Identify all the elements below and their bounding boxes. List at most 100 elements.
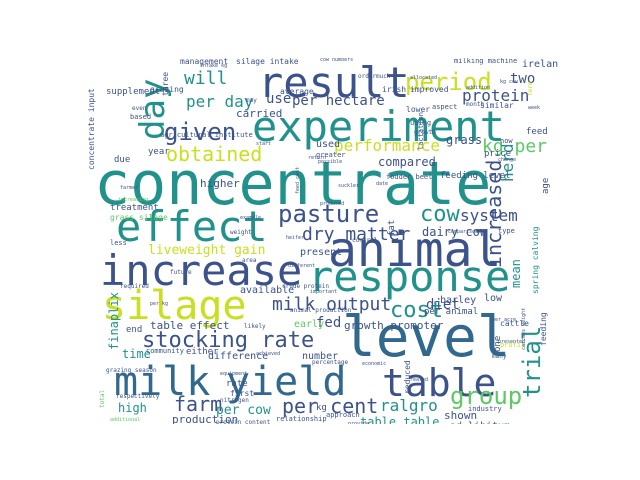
word-milking-machine: milking machine xyxy=(454,58,518,65)
word-management: management xyxy=(180,58,229,66)
word-area: area xyxy=(242,257,257,264)
word-animal: animal xyxy=(328,222,502,278)
word-stocking-rate: stocking rate xyxy=(142,328,315,353)
word-effect: effect xyxy=(116,202,268,251)
word-treatment: treatment xyxy=(110,203,159,213)
word-feed: feed xyxy=(526,127,548,137)
word-level: level xyxy=(342,305,511,370)
word-ireland: ireland xyxy=(522,59,558,70)
word-liveweight-gain: liveweight gain xyxy=(148,243,266,258)
word-industry: industry xyxy=(468,405,502,413)
word-nitrogen: nitrogen xyxy=(220,397,249,404)
word-first: first xyxy=(230,389,255,398)
word-concentrate: concentrate xyxy=(94,149,492,219)
word-ad-libitum: ad libitum xyxy=(450,422,510,425)
word-cattle: cattle xyxy=(500,319,529,328)
word-allocated: allocated xyxy=(410,75,438,81)
word-period: period xyxy=(405,68,492,96)
word-grass: grass xyxy=(446,133,483,147)
word-end: end xyxy=(126,325,143,335)
word-difference: difference xyxy=(208,351,269,362)
word-compared: compared xyxy=(378,155,436,169)
word-achieved: achieved xyxy=(256,351,281,357)
word-group: group xyxy=(450,382,523,410)
word-result: result xyxy=(258,58,410,107)
word-will: will xyxy=(184,68,228,89)
word-concentrate-input: concentrate input xyxy=(87,88,96,170)
word-fodder-beet: fodder beet xyxy=(386,173,433,181)
word-start: start xyxy=(256,141,272,147)
word-obtained: obtained xyxy=(166,142,263,166)
word-suckler: suckler xyxy=(338,183,360,189)
word-return: return xyxy=(308,155,327,161)
word-per-animal: per animal xyxy=(424,307,479,317)
word-protein-content: protein content xyxy=(216,419,271,425)
word-yield: yield xyxy=(226,359,347,405)
word-respectively: respectively xyxy=(116,393,160,400)
word-year: year xyxy=(148,147,170,157)
word-using: using xyxy=(410,119,432,127)
word-future: future xyxy=(170,269,192,276)
word-irish: irish xyxy=(382,85,407,94)
word-much: much xyxy=(376,73,391,80)
word-finaplix: finaplix xyxy=(107,292,121,350)
word-grazing-season: grazing season xyxy=(106,367,157,374)
word-protein: protein xyxy=(462,86,530,105)
word-cost: cost xyxy=(390,298,443,323)
word-number: number xyxy=(302,351,339,362)
word-community: community xyxy=(146,347,184,355)
word-term: term xyxy=(527,81,534,96)
word-important: important xyxy=(310,289,338,295)
word-intake-kg: intake kg xyxy=(200,63,228,69)
word-kg-per: kg per xyxy=(482,136,548,157)
word-carried: carried xyxy=(236,107,283,120)
word-supplement: supplement xyxy=(106,87,161,97)
word-example: example xyxy=(240,215,262,221)
word-rate: rate xyxy=(226,379,248,389)
word-lower: lower xyxy=(406,105,431,114)
word-may: may xyxy=(246,97,257,104)
word-average: average xyxy=(280,87,314,96)
word-silage: silage xyxy=(102,283,247,329)
word-total: total xyxy=(99,389,106,408)
word-addition: addition xyxy=(466,85,491,91)
word-additional: additional xyxy=(110,417,141,423)
word-presented: presented xyxy=(498,339,526,345)
word-feed-cost: feed cost xyxy=(295,166,301,194)
word-grass-silage: grass silage xyxy=(110,213,168,222)
word-similar: similar xyxy=(480,101,514,110)
word-based: based xyxy=(130,113,152,121)
word-growth-promoter: growth promoter xyxy=(344,319,444,332)
word-farm: farm xyxy=(174,392,223,416)
word-silage-intake: silage intake xyxy=(236,58,299,66)
word-feeding-level: feeding level xyxy=(440,171,511,181)
word-cloud: concentrate experiment result animal lev… xyxy=(80,58,558,424)
word-less: less xyxy=(110,239,127,247)
word-fed: fed xyxy=(316,315,342,331)
word-performance: performance xyxy=(334,136,440,155)
word-kg: kg xyxy=(316,403,327,413)
word-month: month xyxy=(466,101,485,108)
word-three: three xyxy=(161,71,170,96)
word-price: price xyxy=(484,149,512,159)
word-profit: profit xyxy=(500,341,526,349)
word-required: required xyxy=(120,283,149,290)
word-two: two xyxy=(510,71,536,87)
word-per-kg: per kg xyxy=(150,301,169,307)
word-likely: likely xyxy=(244,323,266,330)
word-growth: growth xyxy=(414,129,436,136)
word-economic: economic xyxy=(362,361,387,367)
word-type: type xyxy=(498,227,515,235)
word-milk: milk xyxy=(114,359,211,405)
word-time: time xyxy=(122,347,151,361)
word-per-acre: per acre xyxy=(492,317,517,323)
word-per-cow: per cow xyxy=(216,403,271,418)
word-improved: improved xyxy=(410,85,449,94)
word-relationship: relationship xyxy=(276,415,327,423)
word-grazing: grazing xyxy=(150,85,184,94)
word-reared: reared xyxy=(410,377,429,383)
word-present: present xyxy=(300,247,343,258)
word-cow: cow xyxy=(420,202,460,227)
word-due: due xyxy=(114,155,131,165)
